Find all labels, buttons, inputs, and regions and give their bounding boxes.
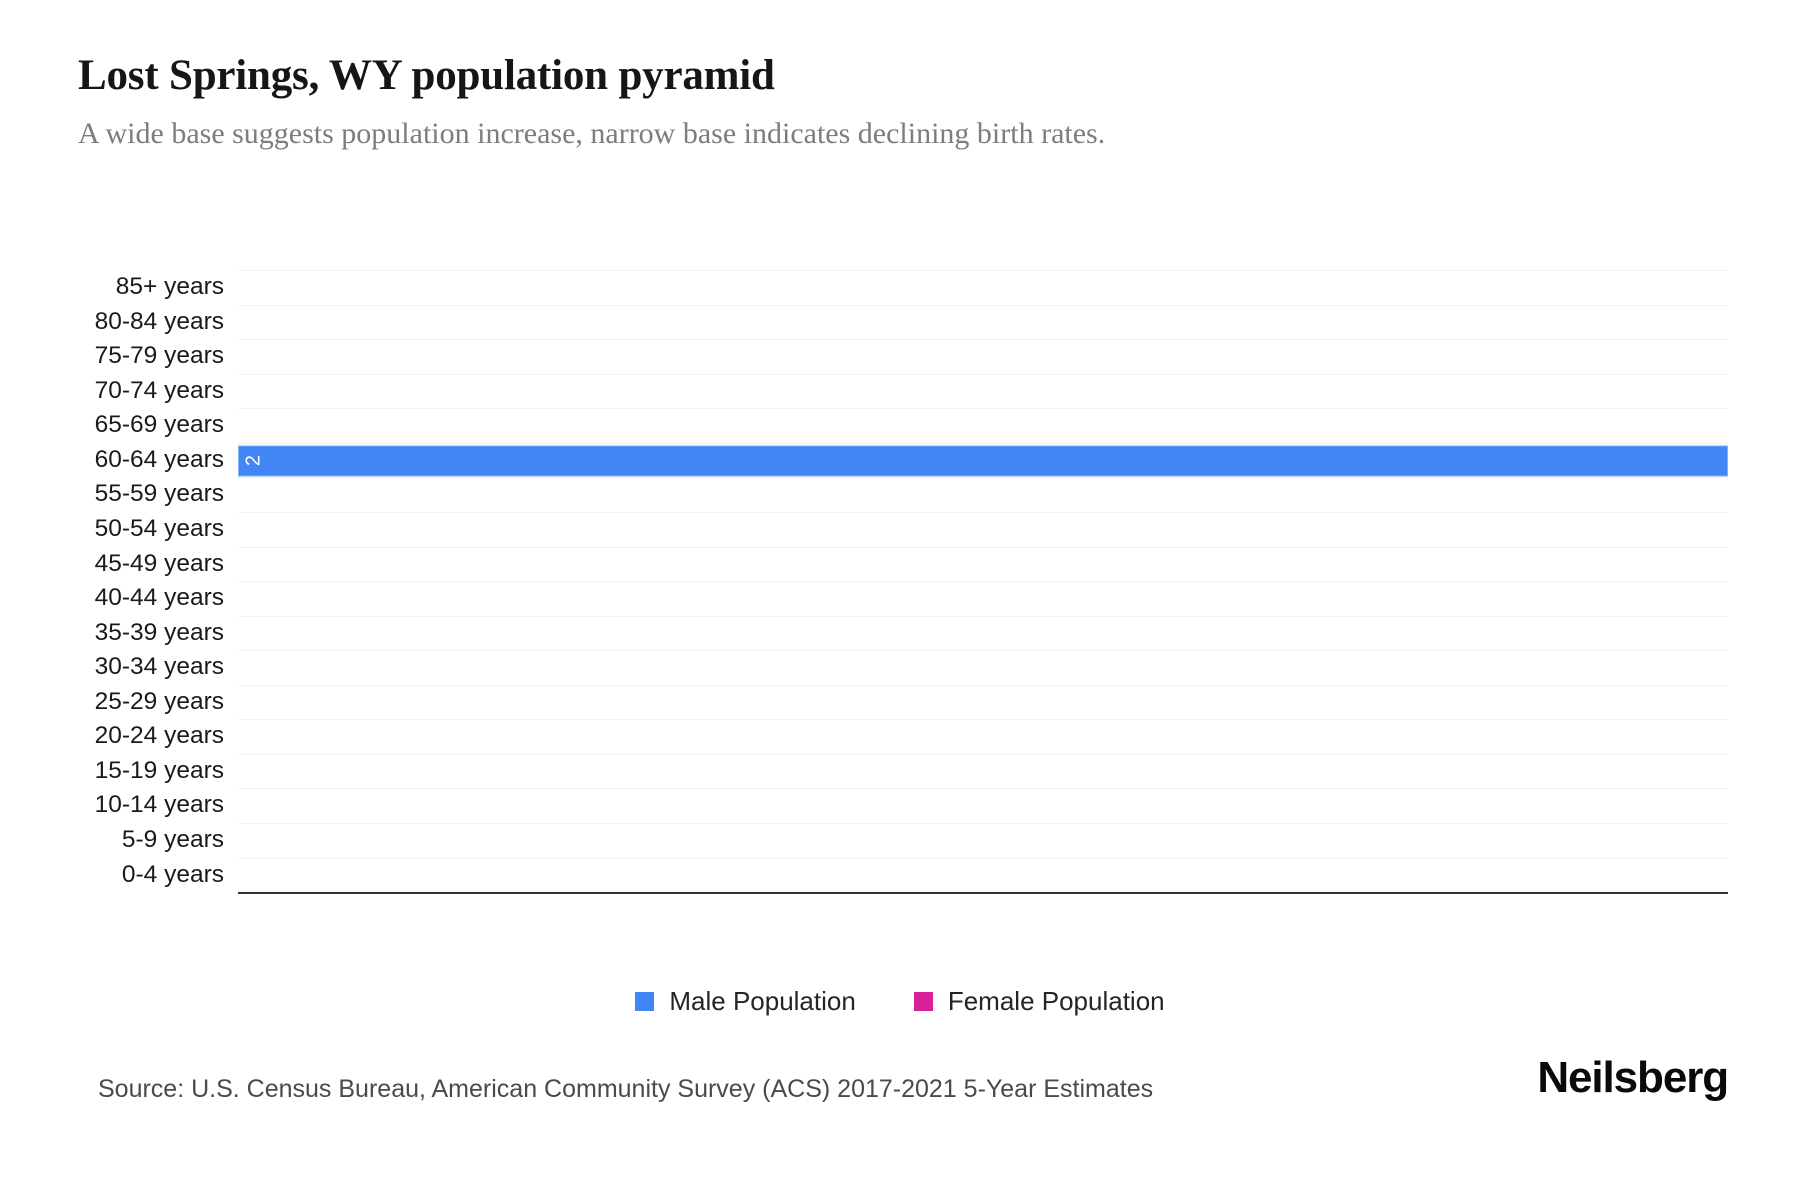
y-axis-tick-label: 85+ years [115, 273, 224, 301]
plot-row [238, 511, 1728, 547]
legend-item-male[interactable]: Male Population [635, 986, 856, 1016]
plot-row [238, 581, 1728, 616]
y-axis-tick-label: 25-29 years [94, 687, 224, 715]
y-axis-tick-label: 15-19 years [94, 756, 224, 784]
y-axis-tick-labels: 85+ years 80-84 years 75-79 years 70-74 yea… [0, 270, 232, 892]
y-axis-tick-label: 0-4 years [121, 860, 224, 888]
source-note: Source: U.S. Census Bureau, American Com… [98, 1075, 1154, 1103]
plot-row [238, 684, 1728, 720]
y-axis-tick-label: 60-64 years [94, 445, 224, 473]
plot-row [238, 408, 1728, 443]
y-axis-tick-label: 5-9 years [121, 826, 224, 854]
y-axis-tick-label: 50-54 years [94, 514, 224, 542]
y-axis-tick-label: 70-74 years [94, 376, 224, 404]
y-axis-tick-label: 55-59 years [94, 480, 224, 508]
neilsberg-logo: Neilsberg [1537, 1053, 1729, 1102]
y-axis-tick-label: 40-44 years [94, 584, 224, 612]
plot-area: 2 [238, 270, 1728, 894]
y-axis-tick-label: 80-84 years [94, 307, 224, 335]
y-axis-tick-label: 75-79 years [94, 342, 224, 370]
plot-row [238, 823, 1728, 858]
bar-male[interactable]: 2 [238, 445, 1728, 477]
plot-row [238, 753, 1728, 789]
chart-header: Lost Springs, WY population pyramid A wi… [78, 52, 1718, 152]
plot-row [238, 650, 1728, 685]
chart-legend: Male Population Female Population [0, 988, 1800, 1014]
female-color-swatch [913, 991, 933, 1011]
plot-row [238, 304, 1728, 340]
plot-row: 2 [238, 442, 1728, 478]
y-axis-tick-label: 45-49 years [94, 549, 224, 577]
legend-item-female[interactable]: Female Population [913, 986, 1165, 1016]
bar-value-label: 2 [242, 455, 265, 467]
plot-row [238, 270, 1728, 305]
plot-row [238, 615, 1728, 651]
plot-row [238, 719, 1728, 754]
plot-row [238, 339, 1728, 374]
y-axis-tick-label: 35-39 years [94, 618, 224, 646]
y-axis-tick-label: 20-24 years [94, 722, 224, 750]
plot-row [238, 373, 1728, 409]
plot-row [238, 788, 1728, 823]
male-color-swatch [635, 991, 655, 1011]
plot-row [238, 546, 1728, 582]
y-axis-tick-label: 30-34 years [94, 653, 224, 681]
plot-row [238, 857, 1728, 893]
plot-row [238, 477, 1728, 512]
population-pyramid-chart: 85+ years 80-84 years 75-79 years 70-74 yea… [0, 270, 1800, 910]
y-axis-tick-label: 10-14 years [94, 791, 224, 819]
page-title: Lost Springs, WY population pyramid [78, 52, 775, 99]
y-axis-tick-label: 65-69 years [94, 411, 224, 439]
legend-item-label: Male Population [669, 986, 856, 1016]
legend-item-label: Female Population [947, 986, 1165, 1016]
page-subtitle: A wide base suggests population increase… [78, 117, 1106, 151]
